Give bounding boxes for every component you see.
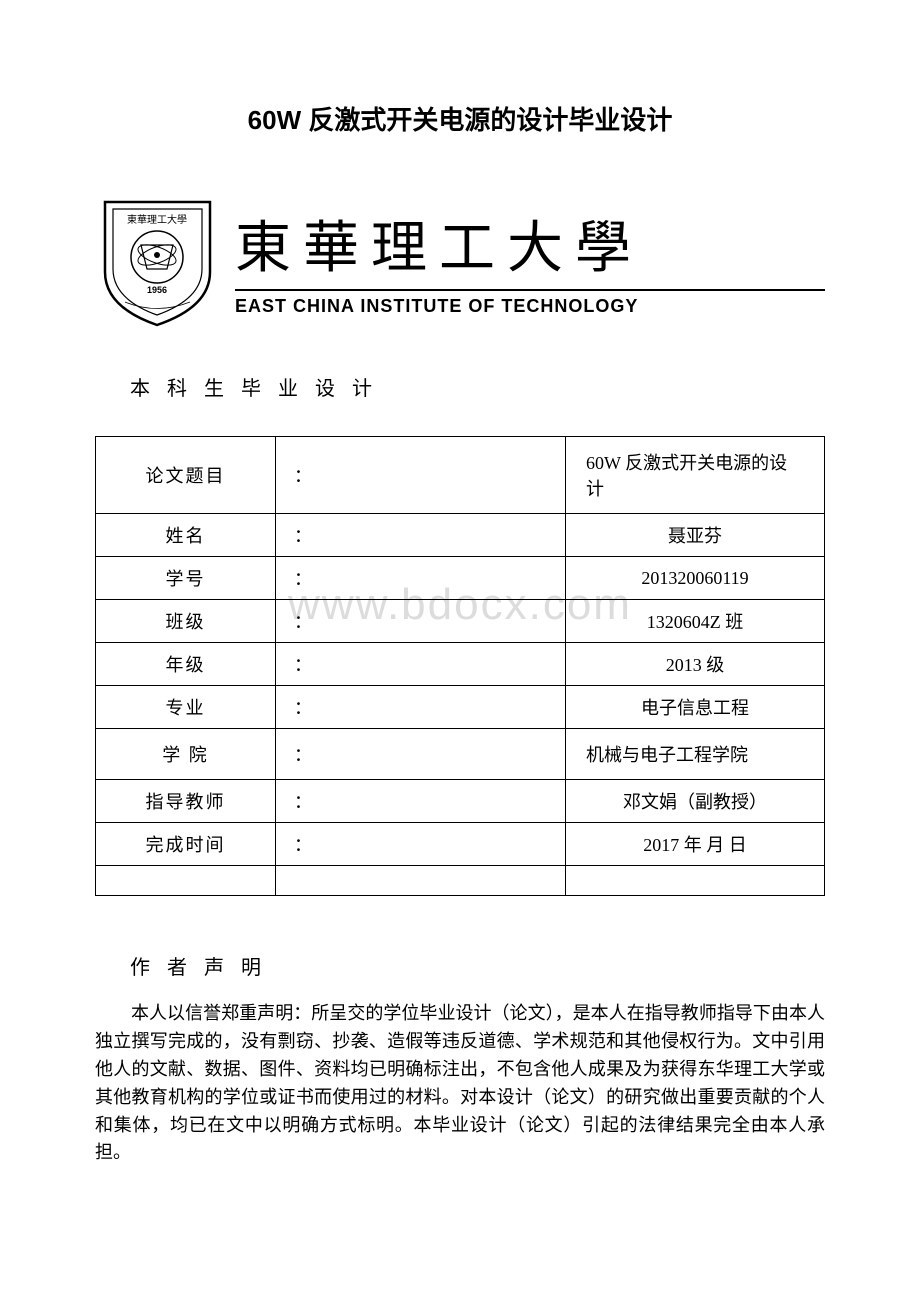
info-colon: ：	[276, 514, 566, 557]
table-row: 班级：1320604Z 班	[96, 600, 825, 643]
table-row-empty	[96, 866, 825, 896]
info-colon: ：	[276, 686, 566, 729]
info-value: 聂亚芬	[566, 514, 825, 557]
info-value: 电子信息工程	[566, 686, 825, 729]
info-value: 60W 反激式开关电源的设计	[566, 437, 825, 514]
info-table: 论文题目：60W 反激式开关电源的设计姓名：聂亚芬学号：201320060119…	[95, 436, 825, 896]
empty-cell	[566, 866, 825, 896]
info-label: 年级	[96, 643, 276, 686]
table-row: 完成时间：2017 年 月 日	[96, 823, 825, 866]
info-label: 学号	[96, 557, 276, 600]
table-row: 论文题目：60W 反激式开关电源的设计	[96, 437, 825, 514]
logo-section: 東華理工大學 1956 東華理工大學 EAST CHINA INSTITUTE …	[95, 187, 825, 332]
info-value: 2017 年 月 日	[566, 823, 825, 866]
info-label: 完成时间	[96, 823, 276, 866]
shield-chinese-text: 東華理工大學	[127, 213, 187, 226]
info-colon: ：	[276, 823, 566, 866]
info-label: 论文题目	[96, 437, 276, 514]
info-label: 指导教师	[96, 780, 276, 823]
info-value: 201320060119	[566, 557, 825, 600]
info-colon: ：	[276, 643, 566, 686]
empty-cell	[276, 866, 566, 896]
info-label: 姓名	[96, 514, 276, 557]
info-colon: ：	[276, 600, 566, 643]
table-row: 姓名：聂亚芬	[96, 514, 825, 557]
table-row: 专业：电子信息工程	[96, 686, 825, 729]
info-colon: ：	[276, 729, 566, 780]
university-name-block: 東華理工大學 EAST CHINA INSTITUTE OF TECHNOLOG…	[235, 203, 825, 317]
info-label: 学 院	[96, 729, 276, 780]
info-value: 邓文娟（副教授）	[566, 780, 825, 823]
table-row: 指导教师：邓文娟（副教授）	[96, 780, 825, 823]
university-chinese-name: 東華理工大學	[235, 203, 825, 291]
empty-cell	[96, 866, 276, 896]
university-shield-logo: 東華理工大學 1956	[95, 187, 220, 332]
info-label: 班级	[96, 600, 276, 643]
info-value: 2013 级	[566, 643, 825, 686]
shield-year: 1956	[147, 285, 167, 295]
university-english-name: EAST CHINA INSTITUTE OF TECHNOLOGY	[235, 296, 825, 317]
info-colon: ：	[276, 437, 566, 514]
info-label: 专业	[96, 686, 276, 729]
declaration-title: 作 者 声 明	[130, 951, 825, 980]
declaration-body: 本人以信誉郑重声明：所呈交的学位毕业设计（论文），是本人在指导教师指导下由本人独…	[95, 1000, 825, 1167]
document-page: 60W 反激式开关电源的设计毕业设计 東華理工大學 1956 東華理工大學	[0, 0, 920, 1227]
info-value: 机械与电子工程学院	[566, 729, 825, 780]
table-row: 学 院：机械与电子工程学院	[96, 729, 825, 780]
table-row: 年级：2013 级	[96, 643, 825, 686]
table-row: 学号：201320060119	[96, 557, 825, 600]
info-table-body: 论文题目：60W 反激式开关电源的设计姓名：聂亚芬学号：201320060119…	[96, 437, 825, 896]
main-title: 60W 反激式开关电源的设计毕业设计	[95, 100, 825, 137]
document-type: 本 科 生 毕 业 设 计	[130, 372, 825, 401]
info-value: 1320604Z 班	[566, 600, 825, 643]
info-colon: ：	[276, 557, 566, 600]
info-colon: ：	[276, 780, 566, 823]
